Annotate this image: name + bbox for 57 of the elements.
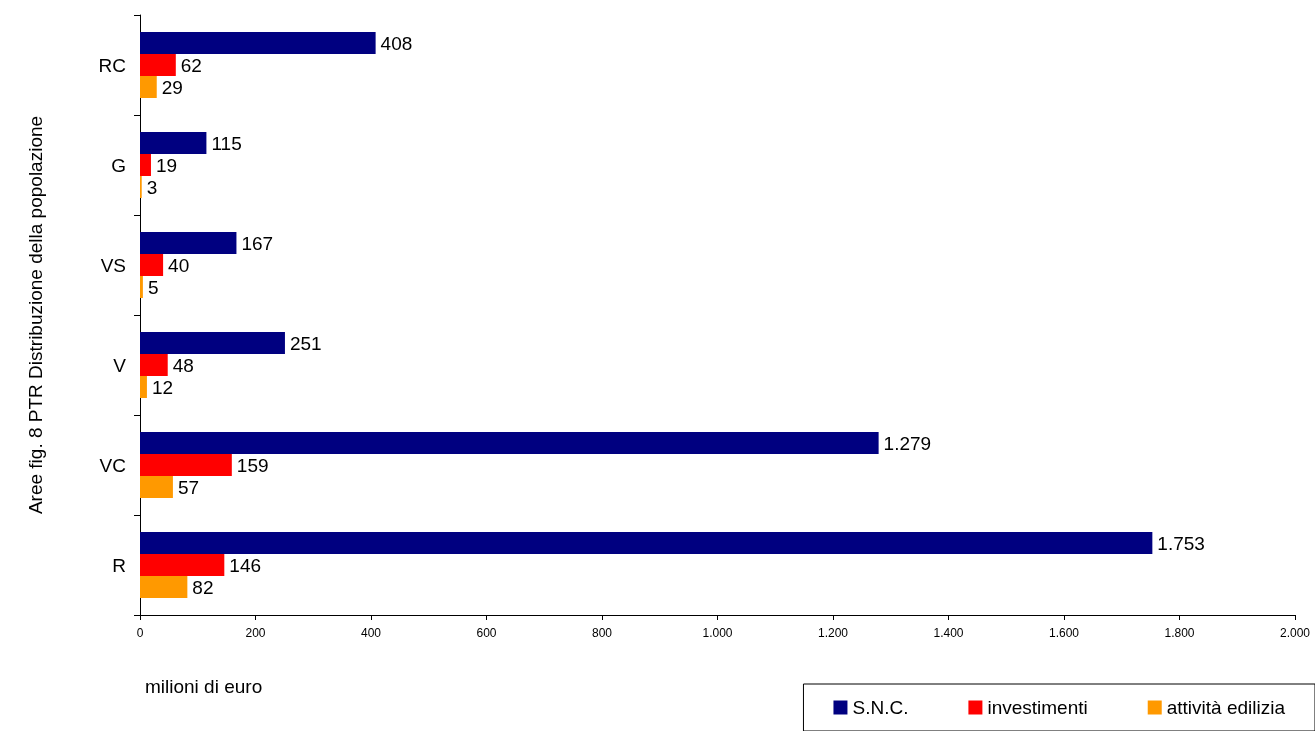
x-tick-label: 0 [136, 626, 144, 640]
x-axis-title: milioni di euro [145, 676, 263, 697]
bar [140, 432, 879, 454]
legend-label: S.N.C. [852, 697, 909, 718]
data-label: 57 [177, 476, 200, 498]
bar [140, 454, 232, 476]
bar [140, 354, 168, 376]
data-label: 29 [161, 76, 183, 98]
x-tick-label: 600 [476, 626, 497, 640]
x-tick-label: 1.400 [933, 626, 964, 640]
x-tick-label: 2.000 [1279, 626, 1311, 640]
data-label: 408 [380, 32, 413, 54]
data-label: 167 [241, 232, 274, 254]
data-label: 82 [192, 576, 214, 598]
data-label: 40 [168, 254, 190, 276]
bar [140, 232, 237, 254]
bar [140, 76, 157, 98]
data-label: 159 [236, 454, 269, 476]
data-label: 12 [151, 376, 174, 398]
data-label: 48 [172, 354, 194, 376]
x-tick-label: 800 [591, 626, 613, 640]
legend-label: attività edilizia [1166, 697, 1286, 718]
x-tick-label: 1.000 [702, 626, 733, 640]
bar [140, 32, 376, 54]
y-tick-label: RC [98, 54, 126, 76]
y-tick-label: VC [99, 454, 126, 476]
bar [140, 132, 207, 154]
y-axis-title: Aree fig. 8 PTR Distribuzione della popolazione [25, 115, 46, 515]
bar [140, 276, 143, 298]
data-label: 3 [146, 176, 158, 198]
data-label: 251 [289, 332, 322, 354]
data-label: 115 [211, 132, 242, 154]
y-tick-label: G [111, 154, 126, 176]
bar [140, 532, 1153, 554]
x-tick-label: 400 [360, 626, 382, 640]
data-label: 19 [155, 154, 178, 176]
x-tick-label: 1.600 [1048, 626, 1080, 640]
data-label: 146 [229, 554, 262, 576]
data-label: 1.279 [883, 432, 932, 454]
bar [140, 254, 164, 276]
bar [140, 554, 225, 576]
x-tick-label: 1.800 [1164, 626, 1195, 640]
legend-label: investimenti [987, 697, 1088, 718]
x-tick-label: 200 [245, 626, 266, 640]
bar [140, 154, 151, 176]
y-tick-label: VS [100, 254, 126, 276]
data-label: 5 [147, 276, 159, 298]
bar [140, 476, 173, 498]
bar [140, 332, 285, 354]
data-label: 1.753 [1157, 532, 1205, 554]
bar [140, 376, 147, 398]
y-tick-label: V [113, 354, 127, 376]
x-tick-label: 1.200 [817, 626, 849, 640]
bar [140, 576, 188, 598]
bar [140, 54, 176, 76]
y-tick-label: R [112, 554, 126, 576]
data-label: 62 [180, 54, 202, 76]
